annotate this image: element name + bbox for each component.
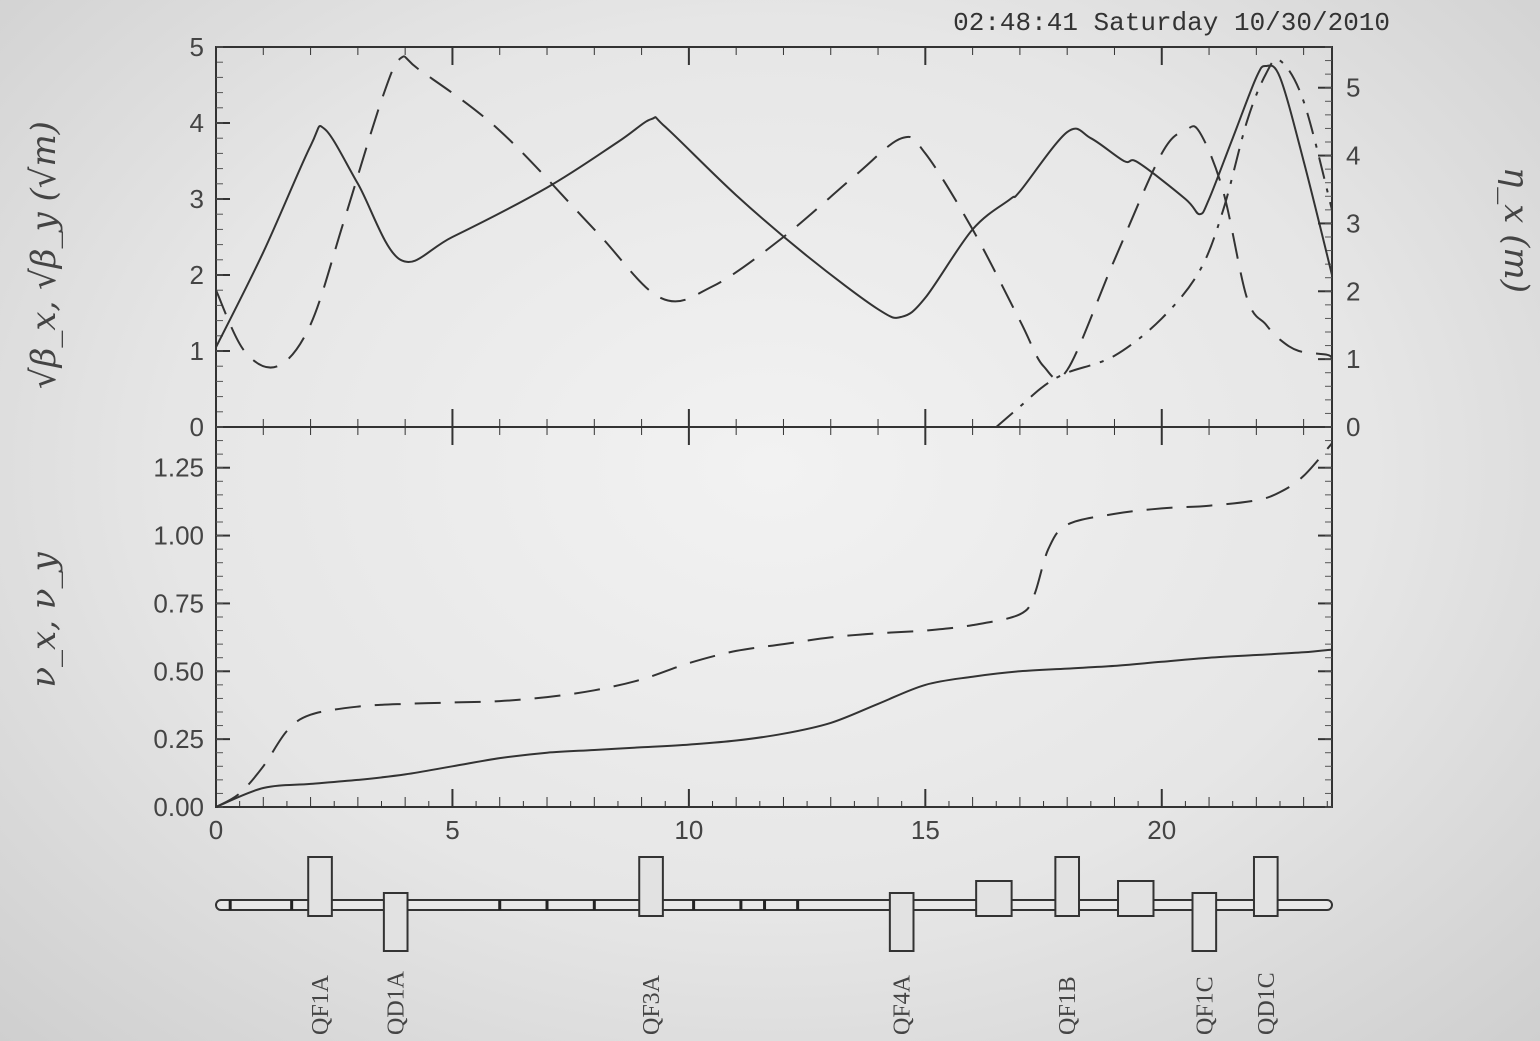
lattice-element (1117, 880, 1155, 917)
lattice-element (888, 892, 915, 952)
bottom-left-tick-label: 1.00 (153, 521, 204, 551)
beamline-pipe (215, 899, 1333, 911)
bottom-panel: 0.00 0.25 0.50 0.75 1.00 1.25 0 5 10 15 20 ν_x, ν_… (24, 426, 1333, 845)
bottom-left-tick-label: 1.25 (153, 453, 204, 483)
lattice-element-label: QF1A (308, 974, 334, 1035)
bottom-ylabel: ν_x, ν_y (24, 552, 64, 688)
lattice-element (1191, 892, 1218, 952)
bottom-left-tick-label: 0.50 (153, 656, 204, 686)
bottom-series-dashed-line (215, 442, 1333, 808)
lattice-element-label: QF3A (639, 974, 665, 1035)
top-ylabel-left: √β_x, √β_y (√m) (24, 121, 64, 389)
bottom-x-tick-label: 5 (445, 815, 459, 845)
bottom-plot-frame (215, 426, 1333, 808)
bottom-x-tick-label: 0 (209, 815, 223, 845)
top-right-tick-label: 4 (1346, 141, 1360, 171)
top-right-tick-label: 0 (1346, 412, 1360, 442)
top-left-tick-label: 2 (190, 260, 204, 290)
top-axis-ticks: 0 1 2 3 4 5 0 1 2 3 4 5 (190, 32, 1360, 445)
lattice-element (975, 880, 1013, 917)
top-series-group (215, 55, 1333, 428)
bottom-left-tick-label: 0.00 (153, 792, 204, 822)
lattice-element-label: QF4A (890, 974, 916, 1035)
bottom-series-group (215, 442, 1333, 808)
top-left-tick-label: 1 (190, 336, 204, 366)
top-left-tick-label: 3 (190, 184, 204, 214)
top-right-tick-label: 2 (1346, 276, 1360, 306)
lattice-element (1252, 856, 1279, 917)
top-series-dashdot-line (995, 58, 1333, 428)
lattice-diagram: QF1A QD1A QF3A QF4A QF1B QF1C QD1C (215, 856, 1333, 1035)
bottom-series-solid-line (215, 648, 1333, 808)
bottom-left-tick-label: 0.75 (153, 588, 204, 618)
top-series-dashed-line (215, 55, 1333, 380)
bottom-axis-ticks: 0.00 0.25 0.50 0.75 1.00 1.25 0 5 10 15 20 (153, 426, 1332, 845)
lattice-element (1054, 856, 1081, 917)
bottom-x-tick-label: 10 (674, 815, 703, 845)
lattice-element (307, 856, 333, 917)
lattice-element (382, 892, 409, 952)
top-series-solid-line (215, 64, 1333, 348)
lattice-element-label: QD1A (384, 970, 410, 1035)
lattice-element-label: QF1C (1192, 976, 1218, 1035)
timestamp: 02:48:41 Saturday 10/30/2010 (953, 8, 1390, 38)
top-right-tick-label: 5 (1346, 73, 1360, 103)
top-left-tick-label: 5 (190, 32, 204, 62)
top-panel: 0 1 2 3 4 5 0 1 2 3 4 5 √β_x, √β_y (√m) η_x (m) (24, 32, 1536, 445)
bottom-left-tick-label: 0.25 (153, 724, 204, 754)
bottom-x-tick-label: 15 (911, 815, 940, 845)
lattice-element (638, 856, 664, 917)
top-right-tick-label: 1 (1346, 344, 1360, 374)
top-left-tick-label: 0 (190, 412, 204, 442)
lattice-element-label: QD1C (1254, 972, 1280, 1035)
top-ylabel-right: η_x (m) (1496, 167, 1536, 293)
lattice-element-label: QF1B (1055, 976, 1081, 1035)
top-left-tick-label: 4 (190, 108, 204, 138)
top-right-tick-label: 3 (1346, 208, 1360, 238)
bottom-x-tick-label: 20 (1147, 815, 1176, 845)
